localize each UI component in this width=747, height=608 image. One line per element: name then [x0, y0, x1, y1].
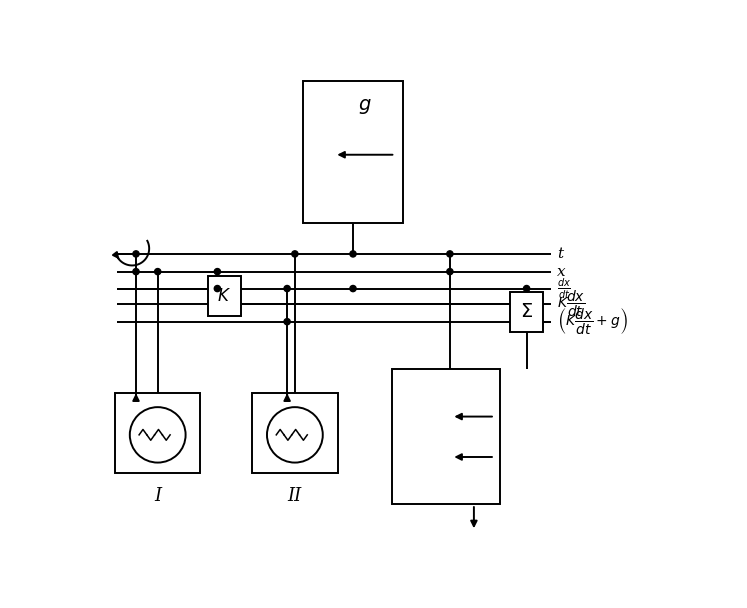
Text: II: II — [288, 487, 302, 505]
Circle shape — [214, 286, 220, 292]
Bar — [115, 393, 200, 474]
Circle shape — [524, 286, 530, 292]
Circle shape — [447, 251, 453, 257]
Text: $\Sigma$: $\Sigma$ — [520, 303, 533, 322]
Text: $\frac{dx}{dt}$: $\frac{dx}{dt}$ — [557, 277, 571, 301]
Circle shape — [133, 269, 139, 275]
Bar — [391, 370, 500, 504]
Text: $g$: $g$ — [359, 97, 372, 116]
Bar — [303, 81, 403, 223]
Circle shape — [447, 269, 453, 275]
Circle shape — [214, 269, 220, 275]
Text: $\left(K\dfrac{dx}{dt}+g\right)$: $\left(K\dfrac{dx}{dt}+g\right)$ — [557, 306, 627, 337]
Bar — [510, 292, 543, 333]
Bar — [208, 276, 241, 316]
Circle shape — [284, 319, 291, 325]
Circle shape — [284, 286, 291, 292]
Circle shape — [350, 286, 356, 292]
Circle shape — [133, 251, 139, 257]
Text: t: t — [557, 247, 563, 261]
Text: I: I — [154, 487, 161, 505]
Bar — [252, 393, 338, 474]
Text: $K$: $K$ — [217, 288, 232, 305]
Circle shape — [155, 269, 161, 275]
Text: $K\dfrac{dx}{dt}$: $K\dfrac{dx}{dt}$ — [557, 289, 585, 319]
Circle shape — [292, 251, 298, 257]
Text: x: x — [557, 264, 565, 278]
Circle shape — [350, 251, 356, 257]
